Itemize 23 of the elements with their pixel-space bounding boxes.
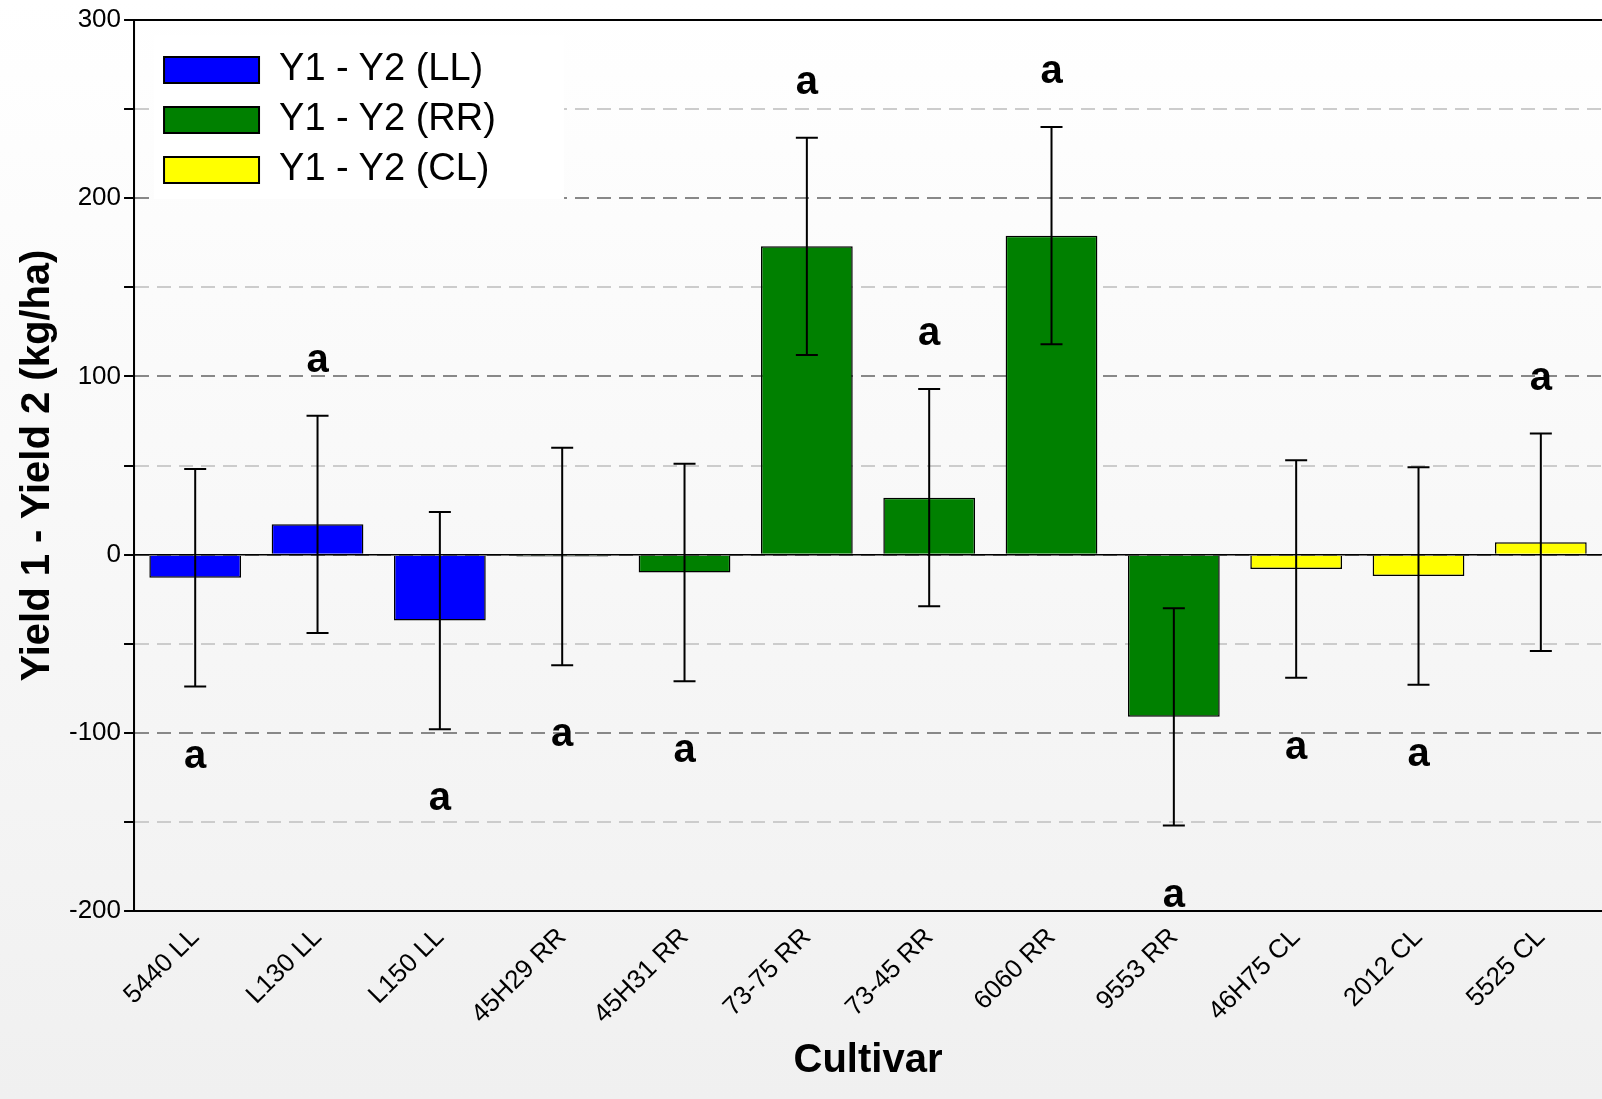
annotation: a	[795, 57, 819, 102]
annotation: a	[1285, 722, 1309, 767]
annotation: a	[184, 731, 208, 776]
y-tick-label: -100	[68, 716, 122, 747]
annotation: a	[551, 710, 575, 755]
y-tick-label: 100	[77, 359, 122, 390]
y-axis-title: Yield 1 - Yield 2 (kg/ha)	[13, 249, 58, 682]
legend-label: Y1 - Y2 (CL)	[279, 146, 490, 189]
y-tick-label: -200	[68, 894, 122, 925]
x-axis-title: Cultivar	[793, 1036, 943, 1081]
annotation: a	[1407, 729, 1431, 774]
annotation: a	[1040, 46, 1064, 91]
annotation: a	[673, 726, 697, 771]
legend-label: Y1 - Y2 (RR)	[279, 96, 496, 139]
legend-label: Y1 - Y2 (LL)	[279, 46, 484, 89]
annotation: a	[1162, 870, 1186, 915]
y-tick-label: 200	[77, 181, 122, 212]
annotation: a	[918, 308, 942, 353]
y-tick-label: 300	[77, 3, 122, 34]
annotation: a	[1529, 353, 1553, 398]
annotation: a	[428, 774, 452, 819]
annotation: a	[306, 335, 330, 380]
y-tick-label: 0	[106, 537, 122, 568]
